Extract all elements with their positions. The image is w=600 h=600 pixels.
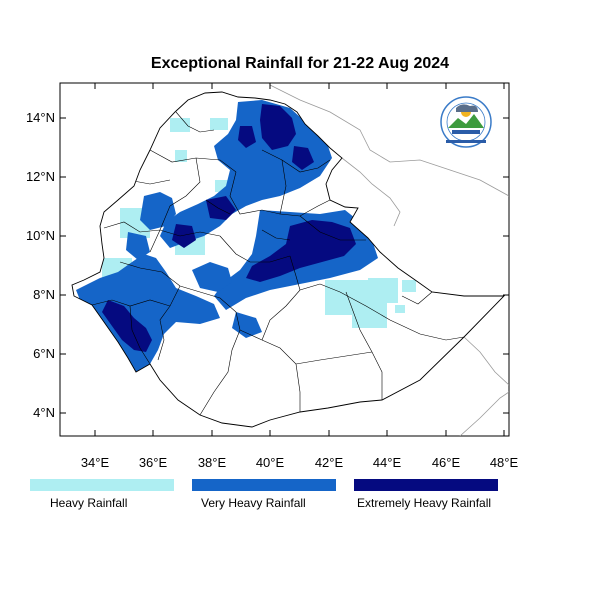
lat-label-6n: 6°N <box>33 346 55 361</box>
legend-swatch-heavy <box>30 479 174 491</box>
lat-label-10n: 10°N <box>26 228 55 243</box>
lon-label-36e: 36°E <box>139 455 168 470</box>
lon-label-38e: 38°E <box>198 455 227 470</box>
lon-label-34e: 34°E <box>81 455 110 470</box>
legend-label-heavy: Heavy Rainfall <box>50 496 128 510</box>
rainfall-overlay <box>76 100 416 372</box>
lon-label-40e: 40°E <box>256 455 285 470</box>
legend-label-very-heavy: Very Heavy Rainfall <box>201 496 306 510</box>
lon-label-44e: 44°E <box>373 455 402 470</box>
lon-label-42e: 42°E <box>315 455 344 470</box>
lat-label-4n: 4°N <box>33 405 55 420</box>
lon-tick-marks <box>94 83 505 436</box>
lon-label-46e: 46°E <box>432 455 461 470</box>
lat-tick-marks <box>60 117 509 414</box>
legend-label-extremely-heavy: Extremely Heavy Rainfall <box>357 496 492 510</box>
legend-swatch-extremely-heavy <box>354 479 498 491</box>
ethiopia-outline <box>71 91 506 428</box>
legend-swatch-very-heavy <box>192 479 336 491</box>
ethiopian-meteorology-institute-logo <box>440 96 492 148</box>
lat-label-8n: 8°N <box>33 287 55 302</box>
lat-label-12n: 12°N <box>26 169 55 184</box>
neighbour-borders <box>269 84 509 436</box>
map-title: Exceptional Rainfall for 21-22 Aug 2024 <box>150 55 450 72</box>
lat-label-14n: 14°N <box>26 110 55 125</box>
lon-label-48e: 48°E <box>490 455 519 470</box>
region-borders <box>91 111 465 416</box>
